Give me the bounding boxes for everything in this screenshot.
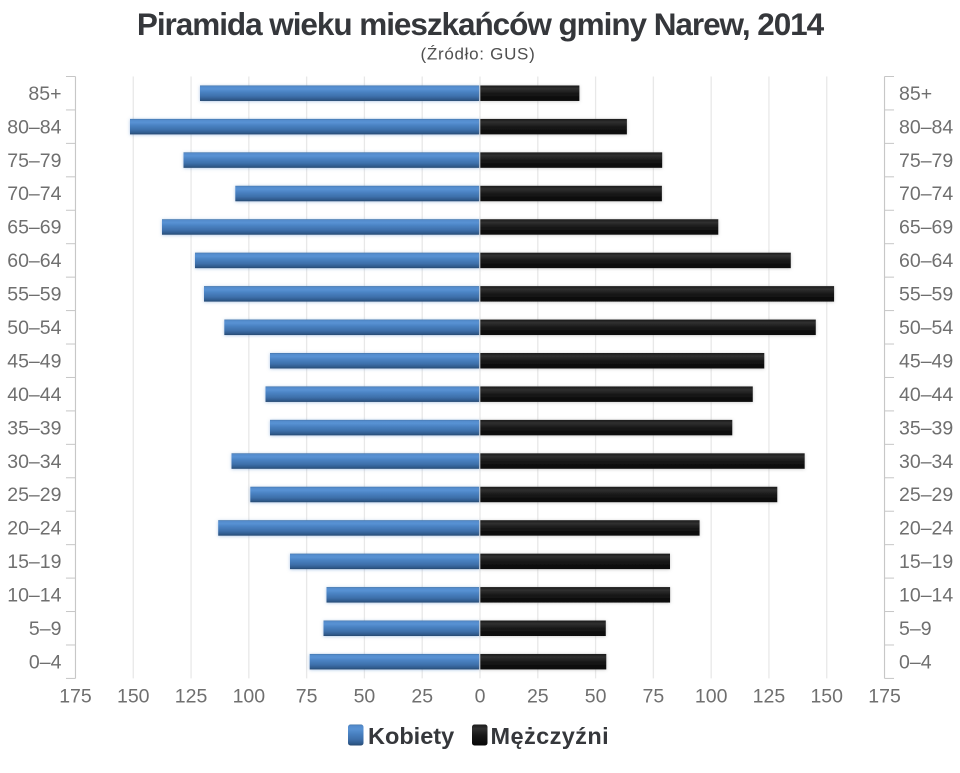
svg-text:85+: 85+ — [899, 83, 932, 105]
svg-text:75–79: 75–79 — [7, 150, 61, 172]
svg-text:70–74: 70–74 — [899, 183, 953, 205]
svg-text:0–4: 0–4 — [899, 651, 932, 673]
svg-text:0: 0 — [475, 686, 486, 708]
svg-text:70–74: 70–74 — [7, 183, 61, 205]
svg-text:(Źródło: GUS): (Źródło: GUS) — [421, 45, 536, 64]
svg-text:150: 150 — [117, 686, 150, 708]
svg-text:75: 75 — [296, 686, 318, 708]
svg-text:20–24: 20–24 — [899, 518, 953, 540]
svg-text:55–59: 55–59 — [899, 284, 953, 306]
svg-text:50–54: 50–54 — [899, 317, 953, 339]
svg-text:100: 100 — [233, 686, 266, 708]
svg-text:45–49: 45–49 — [899, 350, 953, 372]
svg-text:80–84: 80–84 — [899, 116, 953, 138]
svg-text:30–34: 30–34 — [7, 451, 61, 473]
svg-text:40–44: 40–44 — [899, 384, 953, 406]
svg-text:0–4: 0–4 — [29, 651, 62, 673]
svg-text:125: 125 — [753, 686, 786, 708]
svg-text:35–39: 35–39 — [7, 417, 61, 439]
svg-text:45–49: 45–49 — [7, 350, 61, 372]
svg-text:25: 25 — [527, 686, 549, 708]
svg-text:15–19: 15–19 — [7, 551, 61, 573]
svg-text:75–79: 75–79 — [899, 150, 953, 172]
svg-text:25–29: 25–29 — [899, 484, 953, 506]
svg-text:150: 150 — [810, 686, 843, 708]
svg-text:10–14: 10–14 — [899, 585, 953, 607]
svg-text:50–54: 50–54 — [7, 317, 61, 339]
svg-text:100: 100 — [695, 686, 728, 708]
svg-text:25: 25 — [411, 686, 433, 708]
svg-text:175: 175 — [59, 686, 92, 708]
svg-text:75: 75 — [643, 686, 665, 708]
svg-text:Mężczyźni: Mężczyźni — [491, 723, 610, 749]
svg-text:65–69: 65–69 — [899, 217, 953, 239]
svg-text:85+: 85+ — [28, 83, 61, 105]
svg-text:10–14: 10–14 — [7, 585, 61, 607]
svg-text:60–64: 60–64 — [7, 250, 61, 272]
svg-text:50: 50 — [585, 686, 607, 708]
svg-text:65–69: 65–69 — [7, 217, 61, 239]
svg-text:60–64: 60–64 — [899, 250, 953, 272]
svg-text:Kobiety: Kobiety — [368, 723, 454, 749]
svg-text:80–84: 80–84 — [7, 116, 61, 138]
svg-text:5–9: 5–9 — [29, 618, 62, 640]
svg-text:125: 125 — [175, 686, 208, 708]
svg-text:25–29: 25–29 — [7, 484, 61, 506]
svg-text:40–44: 40–44 — [7, 384, 61, 406]
svg-text:175: 175 — [868, 686, 901, 708]
svg-text:35–39: 35–39 — [899, 417, 953, 439]
svg-text:15–19: 15–19 — [899, 551, 953, 573]
svg-text:5–9: 5–9 — [899, 618, 932, 640]
svg-text:55–59: 55–59 — [7, 284, 61, 306]
svg-text:Piramida wieku mieszkańców gmi: Piramida wieku mieszkańców gminy Narew, … — [137, 6, 825, 42]
svg-text:50: 50 — [354, 686, 376, 708]
svg-text:20–24: 20–24 — [7, 518, 61, 540]
svg-text:30–34: 30–34 — [899, 451, 953, 473]
